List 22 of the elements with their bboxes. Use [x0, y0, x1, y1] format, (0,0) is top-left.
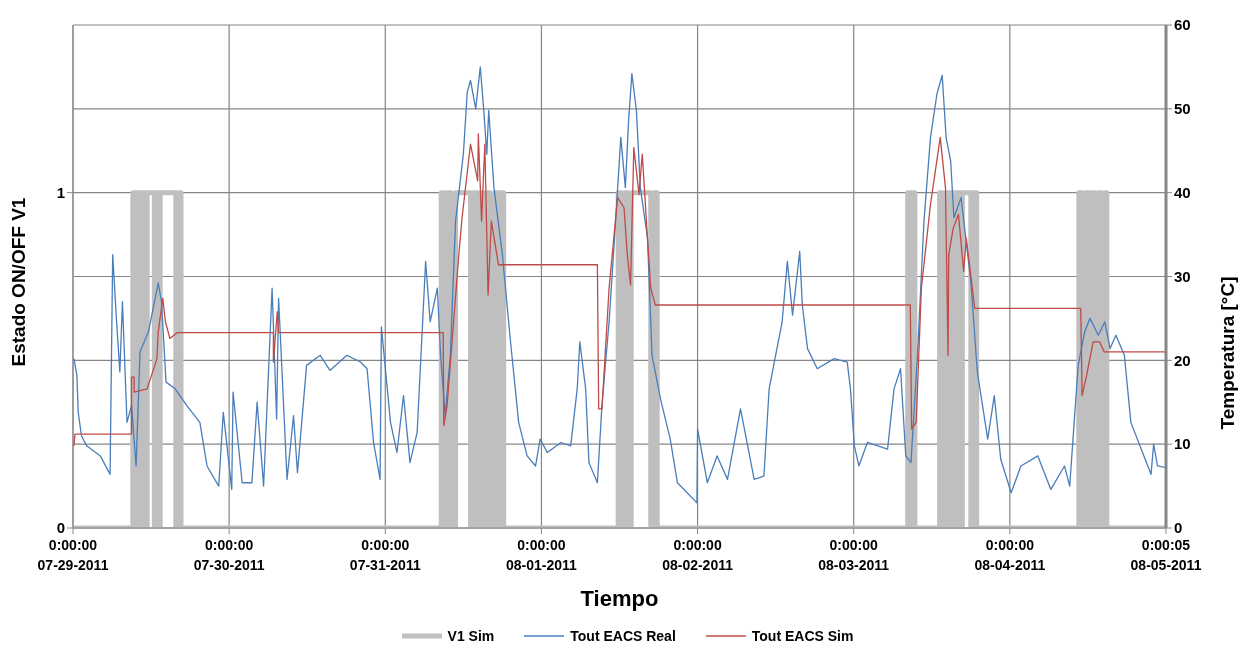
legend-label: Tout EACS Real: [569, 628, 676, 644]
y2-tick-label: 50: [1174, 100, 1191, 118]
x-tick-label: 0:00:00 08-04-2011: [974, 537, 1046, 573]
x-tick-label: 0:00:00 07-29-2011: [37, 537, 109, 573]
x-tick-label: 0:00:00 08-01-2011: [506, 537, 578, 573]
y-tick-label: 1: [56, 183, 65, 201]
y2-tick-label: 60: [1174, 16, 1191, 34]
x-tick-label: 0:00:00 08-03-2011: [818, 537, 890, 573]
x-tick-label: 0:00:00 07-30-2011: [193, 537, 265, 573]
y-axis-title: Estado ON/OFF V1: [7, 197, 29, 367]
y2-axis-title: Temperatura [°C]: [1216, 276, 1238, 430]
legend-label: Tout EACS Sim: [750, 628, 854, 644]
y2-tick-label: 0: [1174, 519, 1183, 537]
x-tick-label: 0:00:00 07-31-2011: [349, 537, 421, 573]
x-axis-title: Tiempo: [580, 586, 659, 611]
y2-tick-label: 10: [1174, 435, 1191, 453]
legend-label: V1 Sim: [446, 628, 495, 644]
y2-tick-label: 20: [1174, 351, 1191, 369]
x-tick-label: 0:00:05 08-05-2011: [1130, 537, 1202, 573]
y2-tick-label: 40: [1174, 183, 1191, 201]
y2-tick-label: 30: [1174, 267, 1191, 285]
x-tick-label: 0:00:00 08-02-2011: [662, 537, 734, 573]
